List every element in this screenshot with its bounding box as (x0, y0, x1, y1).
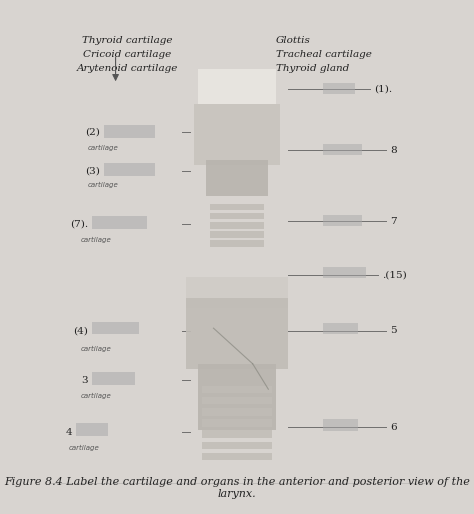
Text: cartilage: cartilage (88, 145, 119, 151)
FancyBboxPatch shape (186, 278, 288, 308)
FancyBboxPatch shape (104, 163, 155, 176)
Text: (3): (3) (85, 166, 100, 175)
Text: cartilage: cartilage (80, 236, 111, 243)
FancyBboxPatch shape (323, 143, 362, 155)
Text: Arytenoid cartilage: Arytenoid cartilage (77, 64, 178, 74)
Text: Thyroid cartilage: Thyroid cartilage (82, 36, 173, 45)
Text: 5: 5 (390, 326, 396, 335)
FancyBboxPatch shape (210, 231, 264, 237)
FancyBboxPatch shape (202, 453, 272, 461)
Text: (1).: (1). (374, 85, 392, 94)
Text: .(15): .(15) (382, 270, 407, 279)
FancyBboxPatch shape (323, 419, 358, 431)
FancyBboxPatch shape (92, 322, 139, 334)
FancyBboxPatch shape (323, 215, 362, 227)
Text: 6: 6 (390, 423, 396, 432)
FancyBboxPatch shape (202, 386, 272, 393)
FancyBboxPatch shape (210, 213, 264, 219)
Text: Figure 8.4 Label the cartilage and organs in the anterior and posterior view of : Figure 8.4 Label the cartilage and organ… (4, 477, 470, 499)
FancyBboxPatch shape (198, 364, 276, 430)
Text: (2): (2) (85, 128, 100, 137)
FancyBboxPatch shape (206, 160, 268, 196)
FancyBboxPatch shape (210, 204, 264, 210)
FancyBboxPatch shape (186, 298, 288, 369)
FancyBboxPatch shape (104, 125, 155, 138)
FancyBboxPatch shape (323, 267, 366, 279)
FancyBboxPatch shape (323, 83, 355, 94)
FancyBboxPatch shape (76, 423, 108, 436)
Text: 8: 8 (390, 146, 396, 155)
FancyBboxPatch shape (210, 240, 264, 247)
Text: Tracheal cartilage: Tracheal cartilage (276, 50, 372, 59)
FancyBboxPatch shape (92, 216, 147, 229)
Text: (7).: (7). (70, 219, 88, 228)
FancyBboxPatch shape (202, 397, 272, 405)
Text: Glottis: Glottis (276, 36, 311, 45)
FancyBboxPatch shape (198, 69, 276, 104)
FancyBboxPatch shape (202, 408, 272, 416)
Text: cartilage: cartilage (80, 393, 111, 399)
FancyBboxPatch shape (194, 104, 280, 166)
Text: cartilage: cartilage (69, 445, 100, 451)
Text: (4): (4) (73, 326, 88, 335)
Text: cartilage: cartilage (88, 182, 119, 188)
Text: cartilage: cartilage (80, 346, 111, 352)
Text: 7: 7 (390, 217, 396, 226)
Text: 3: 3 (82, 376, 88, 384)
FancyBboxPatch shape (202, 430, 272, 438)
Text: Thyroid gland: Thyroid gland (276, 64, 349, 74)
Text: 4: 4 (66, 428, 73, 437)
FancyBboxPatch shape (202, 419, 272, 427)
FancyBboxPatch shape (202, 442, 272, 449)
FancyBboxPatch shape (92, 373, 135, 385)
FancyBboxPatch shape (210, 222, 264, 229)
FancyBboxPatch shape (323, 323, 358, 334)
Text: Cricoid cartilage: Cricoid cartilage (83, 50, 172, 59)
